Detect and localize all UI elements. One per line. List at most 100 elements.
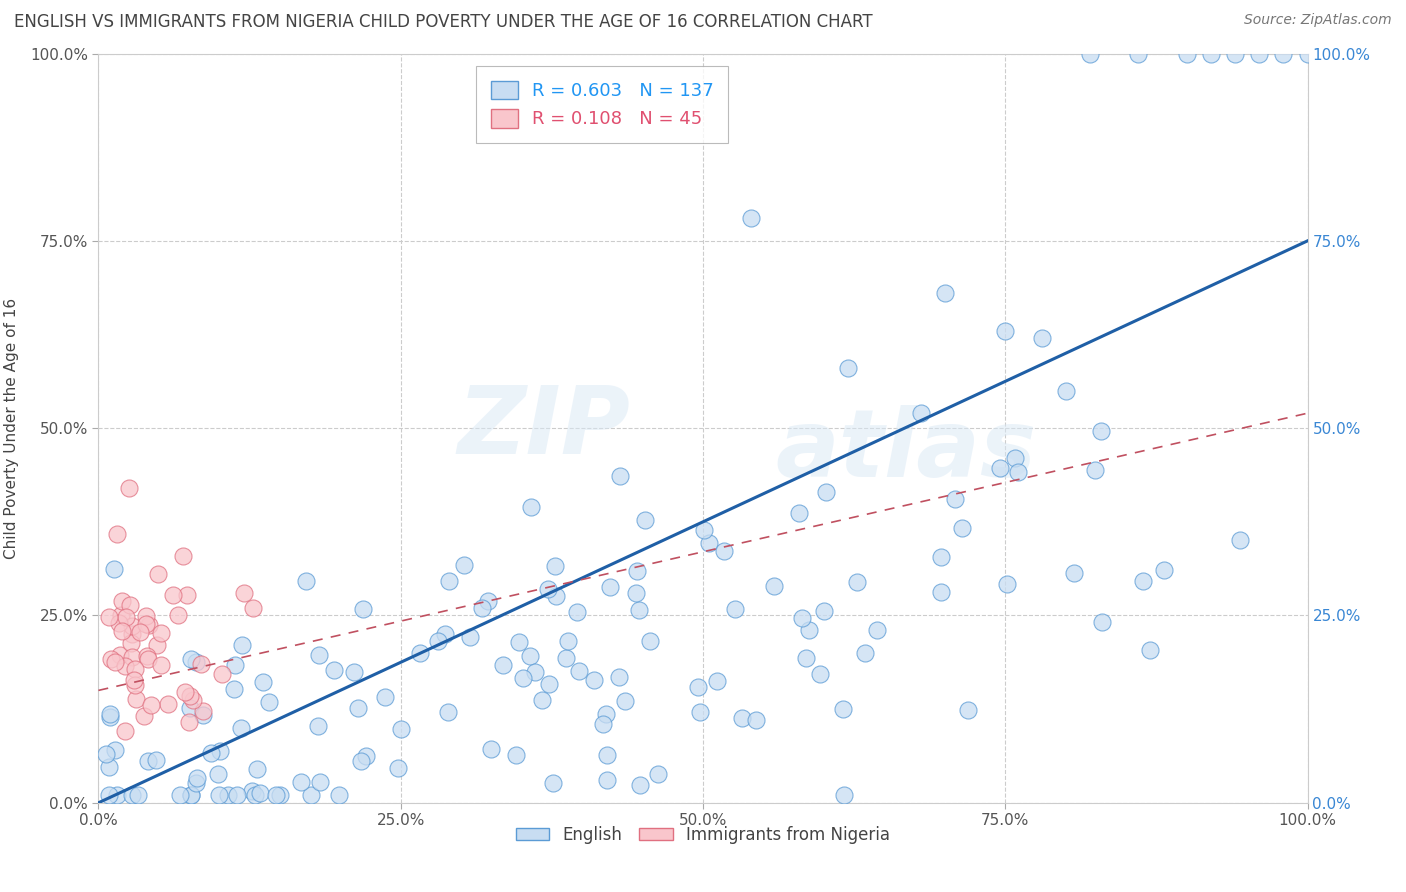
Point <box>596 772 619 787</box>
Point <box>176 589 198 603</box>
Point <box>184 776 207 790</box>
Point <box>995 577 1018 591</box>
Point <box>135 616 157 631</box>
Point <box>1063 566 1085 580</box>
Point <box>252 675 274 690</box>
Point <box>184 655 207 669</box>
Point <box>1296 46 1319 61</box>
Point <box>172 549 194 563</box>
Point <box>1223 46 1246 61</box>
Point <box>354 748 377 763</box>
Point <box>1084 463 1107 477</box>
Point <box>186 771 208 785</box>
Point <box>208 789 231 803</box>
Point <box>790 611 813 625</box>
Point <box>200 747 222 761</box>
Point <box>157 697 180 711</box>
Point <box>387 761 409 775</box>
Point <box>943 492 966 507</box>
Point <box>613 693 636 707</box>
Point <box>537 677 560 691</box>
Point <box>596 747 619 762</box>
Point <box>988 461 1011 475</box>
Point <box>555 651 578 665</box>
Point <box>145 753 167 767</box>
Point <box>121 789 143 803</box>
Point <box>193 708 215 723</box>
Point <box>177 715 200 730</box>
Point <box>813 604 835 618</box>
Point <box>328 789 350 803</box>
Point <box>243 789 266 803</box>
Point <box>471 600 494 615</box>
Point <box>557 634 579 648</box>
Point <box>264 789 287 803</box>
Point <box>190 657 212 671</box>
Point <box>409 647 432 661</box>
Point <box>295 574 318 588</box>
Point <box>1091 615 1114 629</box>
Point <box>929 550 952 565</box>
Point <box>693 523 716 537</box>
Point <box>436 705 458 719</box>
Point <box>122 673 145 687</box>
Point <box>697 536 720 550</box>
Point <box>855 647 877 661</box>
Point <box>582 673 605 687</box>
Point <box>169 789 191 803</box>
Point <box>129 624 152 639</box>
Point <box>453 558 475 572</box>
Point <box>231 638 253 652</box>
Point <box>832 789 855 803</box>
Point <box>568 665 591 679</box>
Point <box>100 651 122 665</box>
Point <box>135 608 157 623</box>
Point <box>114 724 136 739</box>
Point <box>492 657 515 672</box>
Point <box>1229 533 1251 547</box>
Point <box>541 776 564 790</box>
Point <box>536 582 558 597</box>
Point <box>105 526 128 541</box>
Point <box>98 707 121 722</box>
Point <box>309 775 332 789</box>
Point <box>1132 574 1154 589</box>
Point <box>118 481 141 495</box>
Point <box>108 648 131 662</box>
Point <box>628 778 651 792</box>
Point <box>342 665 364 679</box>
Point <box>1054 384 1077 398</box>
Point <box>688 681 710 695</box>
Point <box>104 655 127 669</box>
Point <box>114 610 136 624</box>
Point <box>519 649 541 664</box>
Point <box>1272 46 1295 61</box>
Point <box>124 662 146 676</box>
Point <box>181 692 204 706</box>
Point <box>837 361 859 376</box>
Point <box>179 689 201 703</box>
Point <box>136 652 159 666</box>
Point <box>427 633 450 648</box>
Point <box>730 710 752 724</box>
Point <box>638 633 661 648</box>
Point <box>208 744 231 758</box>
Point <box>352 602 374 616</box>
Point <box>104 743 127 757</box>
Point <box>249 786 271 800</box>
Point <box>544 589 567 603</box>
Point <box>1007 465 1029 479</box>
Point <box>127 789 149 803</box>
Point <box>910 406 932 420</box>
Point <box>627 603 650 617</box>
Point <box>121 619 143 633</box>
Point <box>217 789 239 803</box>
Point <box>290 774 312 789</box>
Point <box>626 565 648 579</box>
Point <box>799 623 821 637</box>
Point <box>520 500 543 515</box>
Point <box>145 638 167 652</box>
Point <box>211 666 233 681</box>
Point <box>796 650 818 665</box>
Point <box>647 767 669 781</box>
